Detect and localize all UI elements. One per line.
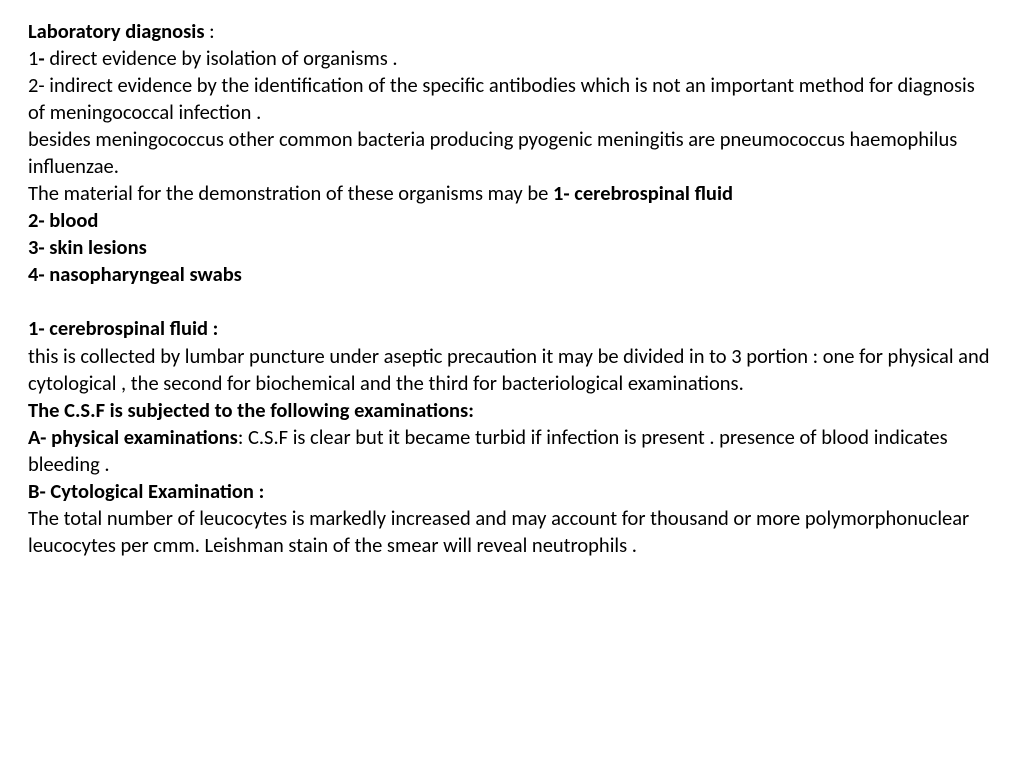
- csf-heading: 1- cerebrospinal fluid :: [28, 315, 996, 342]
- point-2: 2- indirect evidence by the identificati…: [28, 72, 996, 126]
- csf-text: this is collected by lumbar puncture und…: [28, 343, 996, 397]
- point-1-text: direct evidence by isolation of organism…: [49, 45, 397, 71]
- material-line: The material for the demonstration of th…: [28, 180, 996, 207]
- point-1: 1- direct evidence by isolation of organ…: [28, 45, 996, 72]
- blank-line: [28, 288, 996, 315]
- heading-suffix: :: [205, 18, 215, 44]
- b-text: The total number of leucocytes is marked…: [28, 505, 996, 559]
- document-body: Laboratory diagnosis : 1- direct evidenc…: [28, 18, 996, 559]
- a-heading: A- physical examinations: [28, 424, 238, 450]
- besides-text: besides meningococcus other common bacte…: [28, 126, 996, 180]
- b-heading: B- Cytological Examination :: [28, 478, 996, 505]
- point-1-dash: -: [38, 45, 49, 71]
- material-4: 4- nasopharyngeal swabs: [28, 261, 996, 288]
- heading-text: Laboratory diagnosis: [28, 18, 205, 44]
- material-3: 3- skin lesions: [28, 234, 996, 261]
- heading-line: Laboratory diagnosis :: [28, 18, 996, 45]
- material-1: 1- cerebrospinal fluid: [553, 180, 733, 206]
- section-a: A- physical examinations: C.S.F is clear…: [28, 424, 996, 478]
- material-2: 2- blood: [28, 207, 996, 234]
- csf-subject: The C.S.F is subjected to the following …: [28, 397, 996, 424]
- material-intro: The material for the demonstration of th…: [28, 180, 553, 206]
- point-1-prefix: 1: [28, 45, 38, 71]
